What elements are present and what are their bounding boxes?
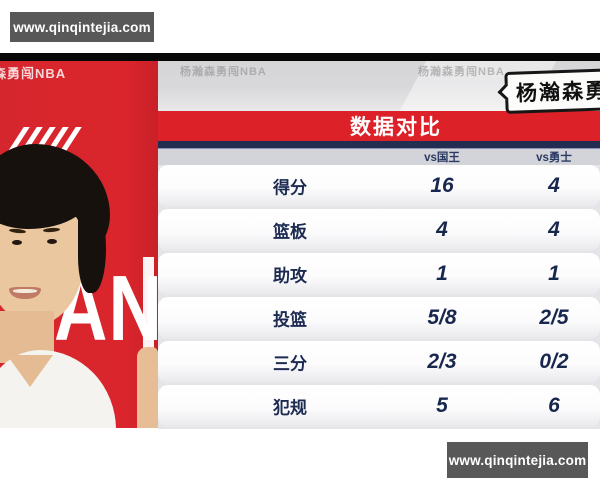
table-row: 三分 2/3 0/2 (158, 341, 600, 383)
stat-value-kings: 5/8 (427, 306, 457, 329)
stat-label: 犯规 (273, 398, 307, 418)
player-arm (137, 347, 158, 428)
stat-value-kings: 4 (436, 218, 448, 241)
table-row: 犯规 5 6 (158, 385, 600, 427)
stat-value-kings: 5 (436, 394, 448, 417)
column-header-warriors: vs勇士 (536, 152, 572, 164)
table-row: 投篮 5/8 2/5 (158, 297, 600, 339)
separator-bar (0, 53, 600, 61)
player-teeth (13, 289, 37, 293)
player-eye (12, 240, 22, 245)
player-jersey-vneck (7, 355, 53, 387)
watermark-bottom: www.qinqintejia.com (447, 442, 588, 478)
speech-bubble-text: 杨瀚森勇 (515, 79, 600, 106)
player-eye (47, 239, 57, 244)
column-header-kings: vs国王 (424, 152, 460, 164)
stat-label: 篮板 (273, 222, 307, 242)
navy-divider (158, 141, 600, 149)
table-column-header: vs国王 vs勇士 (158, 149, 600, 165)
stat-value-warriors: 2/5 (539, 306, 569, 329)
stat-value-warriors: 4 (548, 174, 560, 197)
watermark-top-text: www.qinqintejia.com (13, 19, 151, 35)
watermark-bottom-text: www.qinqintejia.com (448, 452, 587, 468)
table-title-bar: 数据对比 (158, 111, 600, 141)
table-rows: 得分 16 4 篮板 4 4 助攻 1 1 投篮 5/8 2/5 三分 2/3 0/2 犯规 5 6 (158, 165, 600, 429)
background-letter-fragment (143, 257, 154, 359)
stat-value-kings: 2/3 (427, 350, 457, 373)
watermark-top: www.qinqintejia.com (10, 12, 154, 42)
table-title: 数据对比 (350, 116, 442, 139)
table-row: 得分 16 4 (158, 165, 600, 207)
stat-label: 投篮 (273, 310, 307, 330)
stat-value-kings: 16 (430, 174, 454, 197)
stat-value-warriors: 4 (548, 218, 560, 241)
faint-watermark: 杨瀚森勇闯NBA (418, 66, 505, 78)
player-photo: 森勇闯NBA AND (0, 61, 158, 428)
stat-value-warriors: 6 (548, 394, 560, 417)
table-row: 助攻 1 1 (158, 253, 600, 295)
stat-value-kings: 1 (436, 262, 448, 285)
stat-value-warriors: 0/2 (539, 350, 569, 373)
stat-label: 三分 (273, 354, 307, 374)
stats-graphic: 杨瀚森勇闯NBA 杨瀚森勇闯NBA 杨瀚森勇 数据对比 vs国王 vs勇士 得分… (158, 61, 600, 429)
graphic-top-strip: 杨瀚森勇闯NBA 杨瀚森勇闯NBA 杨瀚森勇 (158, 61, 600, 114)
photo-corner-watermark: 森勇闯NBA (0, 66, 67, 81)
faint-watermark: 杨瀚森勇闯NBA (180, 66, 267, 78)
stat-label: 得分 (273, 178, 307, 198)
speech-bubble: 杨瀚森勇 (504, 68, 600, 114)
table-row: 篮板 4 4 (158, 209, 600, 251)
stat-value-warriors: 1 (548, 262, 560, 285)
stat-label: 助攻 (273, 266, 307, 286)
player-hair-side (78, 201, 106, 293)
